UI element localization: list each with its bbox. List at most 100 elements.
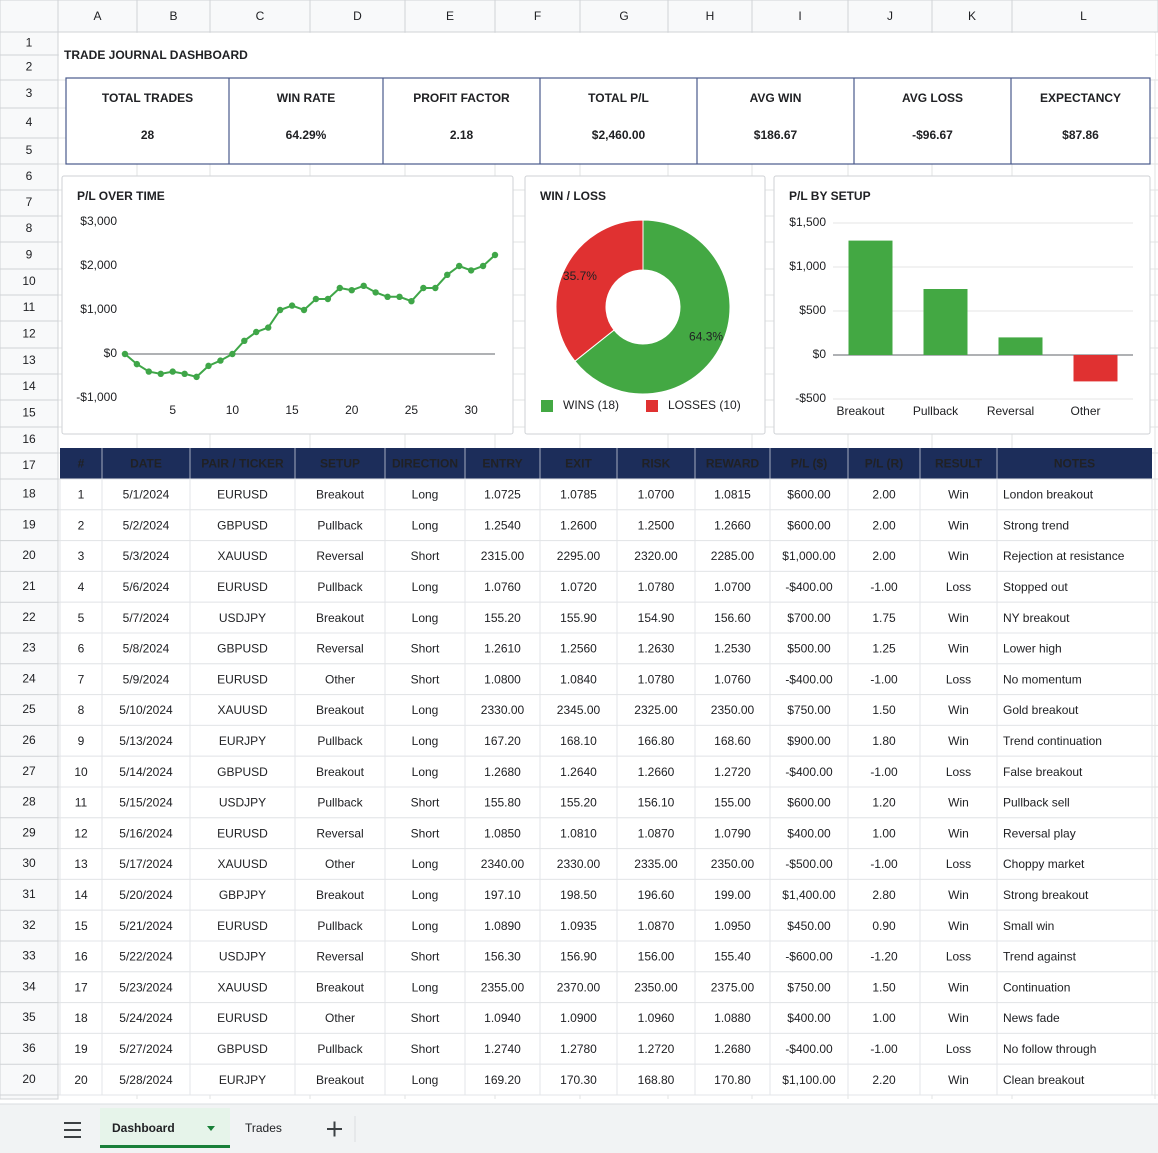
column-letter: G (619, 9, 628, 23)
table-cell: $750.00 (787, 980, 831, 994)
add-sheet-button[interactable] (327, 1121, 342, 1137)
dashboard-title: TRADE JOURNAL DASHBOARD (64, 48, 248, 62)
pl-point (420, 284, 427, 292)
pl-point (193, 373, 200, 381)
row-number: 12 (22, 327, 36, 341)
row-number: 7 (26, 195, 33, 209)
table-cell: 2285.00 (711, 549, 755, 563)
tab-dropdown-arrow[interactable] (207, 1126, 215, 1131)
table-cell: Short (411, 796, 440, 810)
table-cell: Reversal (316, 826, 363, 840)
table-cell: Other (325, 857, 355, 871)
table-row-bg (59, 601, 1153, 634)
table-cell: Long (412, 703, 439, 717)
table-cell: 1.0760 (484, 580, 521, 594)
table-cell: 1.0960 (638, 1011, 675, 1025)
table-cell: Stopped out (1003, 580, 1068, 594)
table-cell: 2330.00 (481, 703, 525, 717)
table-cell: 1.2630 (638, 642, 675, 656)
x-tick-label: 5 (169, 403, 176, 417)
pl-point (121, 350, 129, 358)
row-number: 9 (26, 248, 33, 262)
table-row-bg (59, 1032, 1153, 1065)
table-cell: GBPJPY (219, 888, 266, 902)
table-cell: 12 (74, 826, 88, 840)
active-tab-bg[interactable] (100, 1108, 230, 1148)
table-cell: 1.2780 (560, 1042, 597, 1056)
y-tick-label: $3,000 (80, 214, 117, 228)
table-cell: Win (948, 518, 969, 532)
row-number: 17 (22, 458, 36, 472)
table-cell: -1.00 (870, 1042, 898, 1056)
sheet-tab[interactable]: Trades (245, 1121, 282, 1135)
table-cell: Loss (946, 580, 971, 594)
pl-point (157, 370, 164, 377)
table-header: EXIT (565, 457, 592, 471)
table-cell: 1.0760 (714, 672, 751, 686)
title-bg (59, 33, 1155, 79)
table-cell: 1.0880 (714, 1011, 751, 1025)
table-cell: 167.20 (484, 734, 521, 748)
x-tick-label: 20 (345, 403, 359, 417)
table-cell: 1.20 (872, 796, 896, 810)
table-cell: 5/1/2024 (123, 488, 170, 502)
row-number: 2 (26, 60, 33, 74)
sheet-menu-button[interactable] (64, 1122, 81, 1138)
bar (848, 240, 893, 355)
x-tick-label: Reversal (987, 404, 1034, 418)
table-cell: 16 (74, 950, 88, 964)
table-cell: GBPUSD (217, 765, 268, 779)
table-cell: 2295.00 (557, 549, 601, 563)
table-cell: Win (948, 549, 969, 563)
table-cell: Small win (1003, 919, 1054, 933)
pl-point (241, 337, 248, 344)
y-tick-label: $0 (104, 346, 118, 360)
table-cell: No follow through (1003, 1042, 1096, 1056)
pl-point (455, 262, 463, 270)
y-tick-label: $1,000 (789, 259, 826, 273)
table-cell: Long (412, 765, 439, 779)
table-cell: 6 (78, 642, 85, 656)
table-cell: Breakout (316, 488, 365, 502)
table-cell: 1.0780 (638, 672, 675, 686)
table-cell: 2.00 (872, 518, 896, 532)
table-cell: Win (948, 642, 969, 656)
table-cell: 1.0785 (560, 488, 597, 502)
table-cell: 1 (78, 488, 85, 502)
table-cell: 1.0720 (560, 580, 597, 594)
table-cell: Win (948, 888, 969, 902)
table-cell: 1.00 (872, 1011, 896, 1025)
table-cell: Long (412, 919, 439, 933)
table-header: SETUP (320, 457, 360, 471)
row-number: 1 (26, 36, 33, 50)
table-cell: 3 (78, 549, 85, 563)
sheet-tab[interactable]: Dashboard (112, 1121, 175, 1135)
table-cell: $1,000.00 (782, 549, 836, 563)
table-cell: Win (948, 919, 969, 933)
y-tick-label: $1,000 (80, 302, 117, 316)
table-cell: Pullback (317, 796, 363, 810)
kpi-label: PROFIT FACTOR (413, 91, 510, 105)
table-cell: EURUSD (217, 919, 268, 933)
table-cell: 1.50 (872, 980, 896, 994)
pl-point (467, 267, 475, 274)
table-cell: 1.0850 (484, 826, 521, 840)
table-header: # (78, 457, 85, 471)
table-cell: Short (411, 826, 440, 840)
row-header-bar (0, 31, 59, 1100)
chart-title: P/L BY SETUP (789, 189, 871, 203)
table-cell: GBPUSD (217, 1042, 268, 1056)
row-number: 5 (26, 143, 33, 157)
table-cell: Long (412, 580, 439, 594)
table-cell: Other (325, 672, 355, 686)
table-cell: -$600.00 (785, 950, 833, 964)
table-cell: $400.00 (787, 826, 831, 840)
row-number: 20 (22, 1072, 36, 1086)
table-cell: 5/13/2024 (119, 734, 173, 748)
table-cell: 1.2720 (638, 1042, 675, 1056)
column-letter: F (534, 9, 541, 23)
table-cell: 5/28/2024 (119, 1073, 173, 1087)
table-cell: 156.10 (638, 796, 675, 810)
table-cell: 1.0815 (714, 488, 751, 502)
